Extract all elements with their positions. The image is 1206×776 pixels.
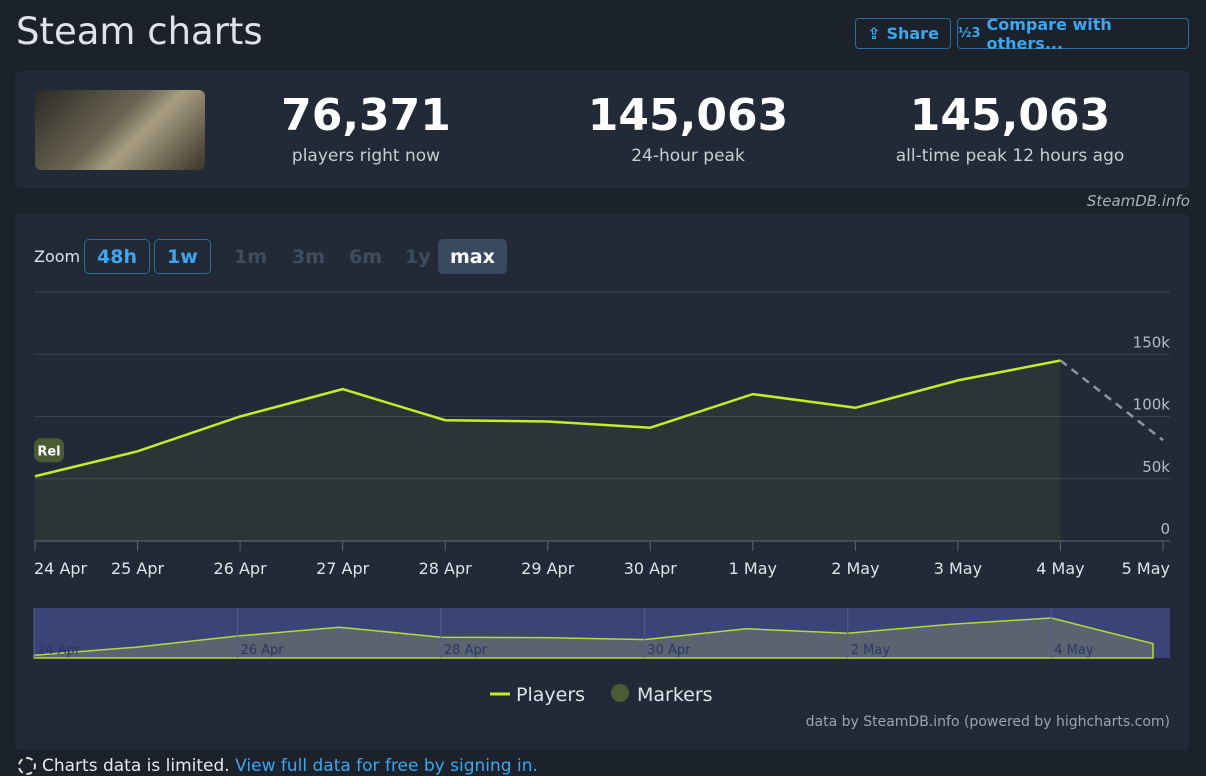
x-tick-label: 4 May: [1036, 559, 1084, 578]
navigator-label: 2 May: [851, 643, 891, 658]
legend-marker: [611, 684, 629, 702]
zoom-button: 3m: [292, 245, 326, 268]
marker: [34, 438, 64, 463]
y-tick-label: 50k: [1142, 458, 1170, 476]
x-tick-label: 2 May: [831, 559, 879, 578]
source[interactable]: SteamDB.info: [1086, 192, 1190, 210]
zoom-button: 6m: [349, 245, 383, 268]
line: [34, 359, 1061, 478]
zoom-button[interactable]: max: [438, 239, 507, 274]
x-tick-label: 1 May: [729, 559, 777, 578]
navigator-label: 26 Apr: [240, 643, 284, 658]
navigator-label: 30 Apr: [647, 643, 691, 658]
x-tick-label: 26 Apr: [214, 559, 268, 578]
legend-label: Players: [516, 684, 585, 706]
stat-value: 145,063: [587, 90, 789, 141]
navigator-label: 24 Apr: [37, 643, 81, 658]
x-tick-label: 30 Apr: [624, 559, 678, 578]
game-image[interactable]: [35, 90, 205, 170]
share-button[interactable]: ⇪ Share: [855, 18, 951, 49]
y-tick-label: 100k: [1133, 396, 1171, 414]
credits[interactable]: data by SteamDB.info (powered by highcha…: [805, 714, 1170, 730]
legend-label: Markers: [637, 684, 713, 706]
stat-label: players right now: [291, 146, 441, 166]
projection-line: [1059, 359, 1164, 442]
x-tick-label: 27 Apr: [316, 559, 370, 578]
notice: Charts data is limited. View full data f…: [18, 756, 538, 776]
navigator-label: 4 May: [1054, 643, 1094, 658]
navigator-label: 28 Apr: [444, 643, 488, 658]
stat-label: all-time peak 12 hours ago: [895, 146, 1125, 166]
area: [35, 360, 1061, 541]
x-tick-label: 3 May: [934, 559, 982, 578]
x-tick-label: 5 May: [1122, 559, 1170, 578]
notice-link[interactable]: View full data for free by signing in.: [235, 756, 538, 776]
x-tick-label: 28 Apr: [419, 559, 473, 578]
y-tick-label: 0: [1160, 520, 1170, 538]
share-label: Share: [886, 24, 939, 43]
stats-card: [15, 71, 1190, 188]
stat-label: 24-hour peak: [631, 146, 745, 166]
stat-value: 76,371: [281, 90, 451, 141]
zoom-button[interactable]: 1w: [154, 239, 211, 274]
page-title: Steam charts: [16, 10, 263, 53]
navigator-area: [33, 617, 1154, 659]
x-tick-label: 25 Apr: [111, 559, 165, 578]
zoom-button: 1y: [405, 245, 431, 268]
zoom-button[interactable]: 48h: [84, 239, 150, 274]
chart-panel: [15, 214, 1190, 750]
compare-label: Compare with others...: [986, 14, 1112, 53]
compare-button[interactable]: ½3 Compare with others...: [957, 15, 1189, 53]
zoom-button: 1m: [234, 245, 268, 268]
marker-label: Rel: [37, 444, 60, 459]
notice-text: Charts data is limited.: [42, 756, 230, 776]
zoom-label: Zoom: [34, 247, 81, 266]
stat-value: 145,063: [909, 90, 1111, 141]
x-tick-label: 29 Apr: [521, 559, 575, 578]
y-tick-label: 150k: [1133, 333, 1171, 351]
x-tick-label: 24 Apr: [34, 559, 88, 578]
